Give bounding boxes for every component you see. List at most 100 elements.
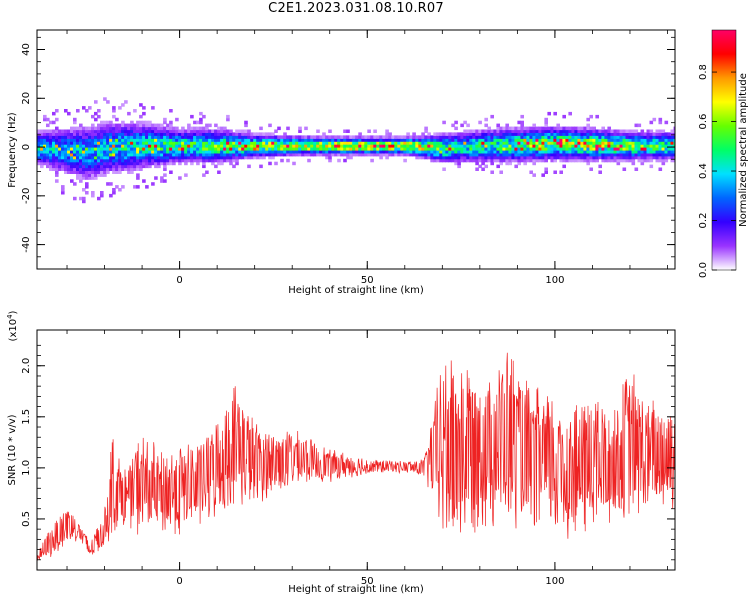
spectrogram-cell	[256, 147, 260, 151]
spectrogram-cell	[190, 161, 194, 166]
spectrogram-cell	[268, 135, 272, 139]
spectrogram-cell	[241, 144, 245, 148]
spectrogram-cell	[589, 138, 593, 142]
spectrogram-cell	[43, 155, 47, 160]
spectrogram-cell	[103, 144, 107, 148]
spectrogram-cell	[634, 167, 639, 171]
spectrogram-cell	[268, 147, 272, 151]
spectrogram-cell	[214, 141, 218, 145]
spectrogram-cell	[457, 155, 461, 160]
spectrogram-cell	[316, 141, 320, 145]
spectrogram-cell	[472, 141, 476, 145]
spectrogram-cell	[556, 141, 560, 145]
spectrogram-cell	[139, 123, 143, 128]
spectrogram-cell	[157, 132, 161, 136]
spectrogram-cell	[559, 129, 563, 133]
spectrogram-cell	[514, 132, 518, 136]
spectrogram-cell	[658, 167, 663, 171]
spectrogram-cell	[385, 155, 389, 160]
spectrogram-cell	[202, 135, 206, 139]
spectrogram-cell	[583, 132, 587, 136]
spectrogram-cell	[343, 147, 347, 151]
spectrogram-cell	[91, 161, 95, 166]
spectrogram-cell	[406, 150, 410, 154]
spectrogram-cell	[568, 150, 572, 154]
spectrogram-cell	[208, 135, 212, 139]
spectrogram-cell	[124, 141, 128, 145]
spectrogram-cell	[490, 170, 494, 174]
spectrogram-cell	[37, 147, 41, 151]
spectrogram-cell	[520, 123, 524, 128]
spectrogram-cell	[166, 152, 170, 157]
spectrogram-cell	[577, 150, 581, 154]
spectrogram-cell	[283, 147, 287, 151]
spectrogram-cell	[535, 152, 539, 157]
spectrogram-cell	[91, 144, 95, 148]
spectrogram-cell	[295, 150, 299, 154]
spectrogram-cell	[271, 155, 275, 160]
spectrogram-cell	[271, 132, 275, 136]
spectrogram-cell	[616, 158, 621, 163]
spectrogram-cell	[487, 155, 491, 160]
spectrogram-cell	[478, 155, 482, 160]
spectrogram-cell	[670, 138, 675, 142]
spectrogram-cell	[82, 176, 86, 180]
spectrogram-cell	[133, 164, 137, 169]
spectrogram-cell	[433, 135, 437, 139]
spectrogram-cell	[73, 132, 77, 136]
spectrogram-cell	[40, 164, 44, 169]
spectrogram-cell	[136, 144, 140, 148]
spectrogram-cell	[616, 155, 621, 160]
spectrogram-cell	[280, 144, 284, 148]
spectrogram-cell	[64, 164, 68, 169]
spectrogram-cell	[88, 152, 92, 157]
spectrogram-cell	[175, 158, 179, 163]
spectrogram-cell	[274, 141, 278, 145]
spectrogram-cell	[64, 132, 68, 136]
spectrogram-cell	[559, 132, 563, 136]
spectrogram-cell	[106, 161, 110, 166]
spectrogram-cell	[157, 141, 161, 145]
spectrogram-cell	[352, 147, 356, 151]
spectrogram-cell	[52, 132, 56, 136]
spectrogram-cell	[301, 141, 305, 145]
spectrogram-cell	[217, 141, 221, 145]
spectrogram-cell	[475, 138, 479, 142]
spectrogram-cell	[301, 147, 305, 151]
spectrogram-cell	[328, 138, 332, 142]
spectrogram-cell	[505, 126, 509, 131]
spectrogram-cell	[88, 173, 92, 177]
spectrogram-cell	[274, 152, 278, 157]
spectrogram-cell	[142, 126, 146, 131]
spectrogram-cell	[454, 141, 458, 145]
spectrogram-cell	[487, 126, 491, 131]
spectrogram-cell	[184, 152, 188, 157]
spectrogram-cell	[535, 147, 539, 151]
spectrogram-cell	[460, 144, 464, 148]
spectrogram-cell	[544, 135, 548, 139]
spectrogram-cell	[481, 135, 485, 139]
spectrogram-cell	[553, 158, 557, 163]
spectrogram-cell	[106, 164, 110, 169]
spectrogram-cell	[343, 141, 347, 145]
spectrogram-cell	[508, 155, 512, 160]
spectrogram-cell	[385, 132, 389, 136]
spectrogram-cell	[40, 147, 44, 151]
spectrogram-cell	[556, 132, 560, 136]
spectrogram-x-label: Height of straight line (km)	[288, 285, 424, 296]
spectrogram-cell	[574, 135, 578, 139]
spectrogram-cell	[346, 144, 350, 148]
spectrogram-cell	[217, 158, 221, 163]
spectrogram-cell	[403, 158, 407, 163]
spectrogram-cell	[88, 106, 92, 110]
spectrogram-cell	[505, 129, 509, 133]
spectrogram-cell	[85, 191, 89, 195]
spectrogram-cell	[46, 135, 50, 139]
spectrogram-cell	[115, 123, 119, 128]
spectrogram-cell	[649, 132, 654, 136]
spectrogram-cell	[304, 150, 308, 154]
spectrogram-cell	[541, 138, 545, 142]
y-tick-label: 1.5	[21, 409, 32, 425]
spectrogram-cell	[322, 147, 326, 151]
